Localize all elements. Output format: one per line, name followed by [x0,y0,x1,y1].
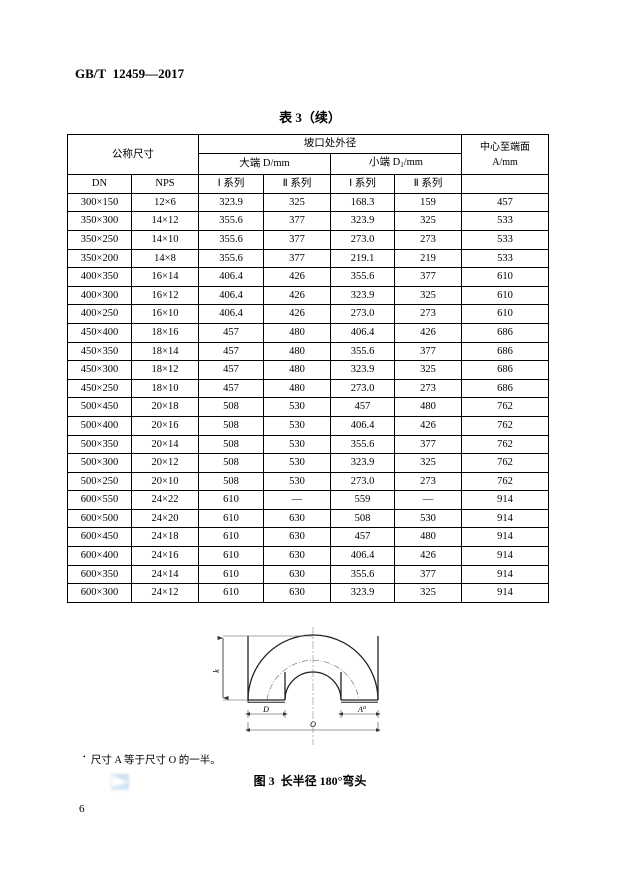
svg-text:Aa: Aa [357,705,366,714]
svg-text:O: O [310,720,316,729]
svg-text:D: D [262,705,269,714]
svg-text:k: k [212,669,221,673]
